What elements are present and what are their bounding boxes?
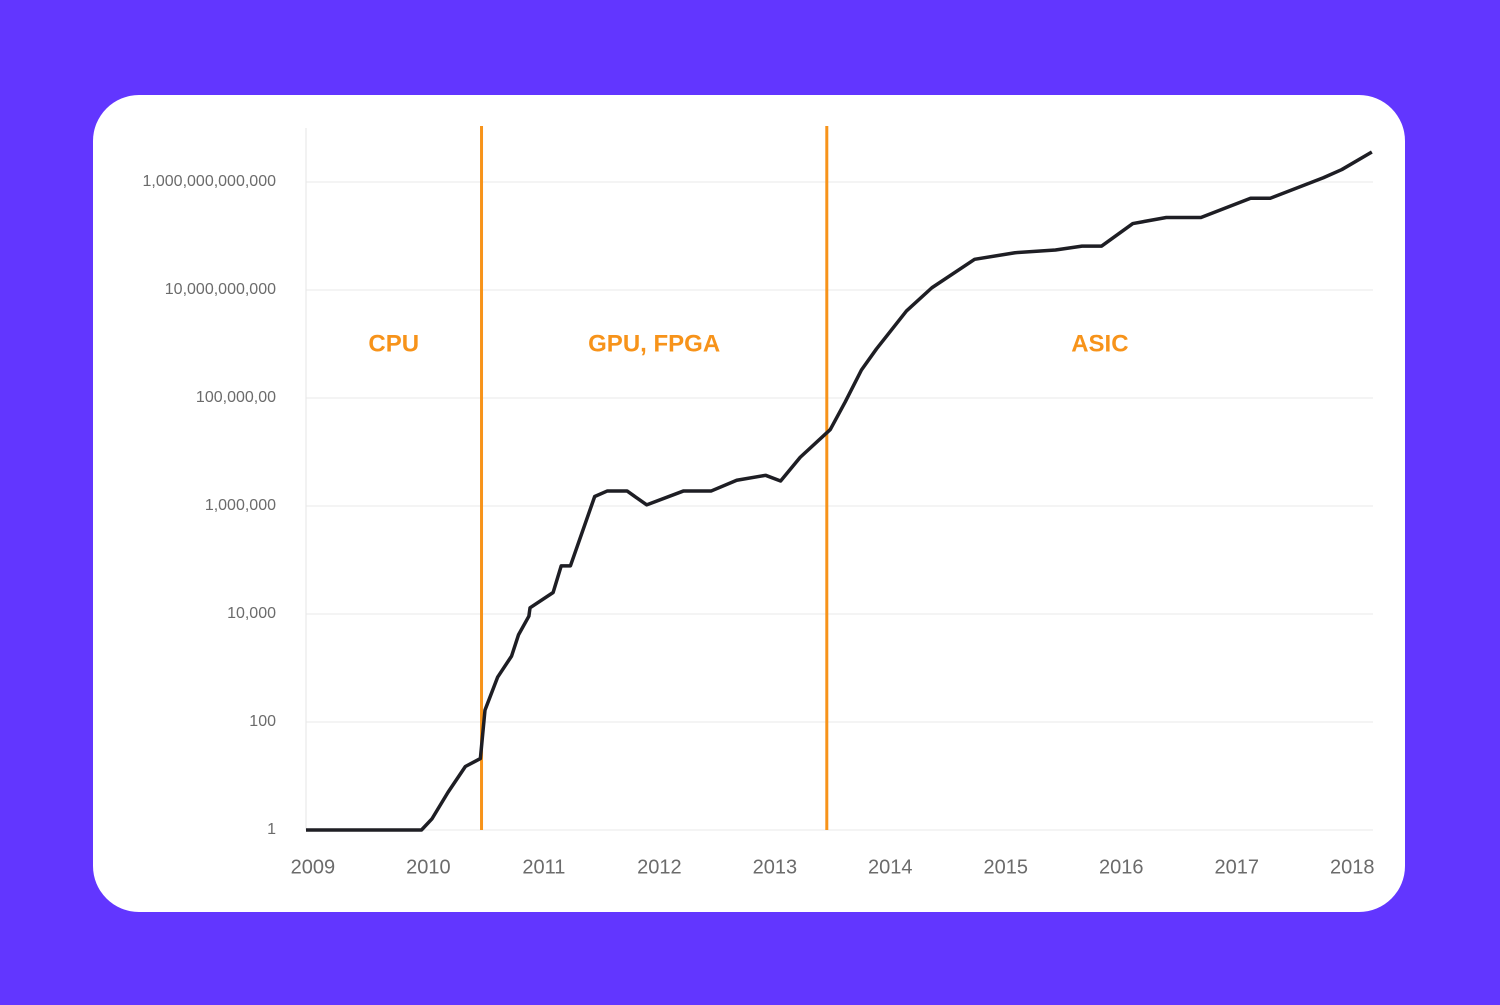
y-tick-label: 1,000,000,000,000 [143, 173, 277, 190]
region-label: CPU [368, 330, 419, 357]
y-tick-label: 1 [267, 821, 276, 838]
region-label: GPU, FPGA [588, 330, 720, 357]
x-tick-label: 2017 [1214, 856, 1259, 878]
x-tick-label: 2015 [984, 856, 1029, 878]
y-tick-label: 10,000,000,000 [165, 281, 276, 298]
x-tick-label: 2011 [522, 856, 565, 878]
chart-card [93, 95, 1405, 912]
x-tick-label: 2013 [753, 856, 798, 878]
x-tick-label: 2012 [637, 856, 682, 878]
data-line [306, 150, 1373, 832]
y-tick-label: 100 [249, 713, 276, 730]
x-tick-label: 2018 [1330, 856, 1375, 878]
x-tick-label: 2009 [291, 856, 336, 878]
x-tick-label: 2016 [1099, 856, 1144, 878]
x-tick-label: 2010 [406, 856, 451, 878]
x-tick-label: 2014 [868, 856, 913, 878]
y-tick-label: 1,000,000 [205, 497, 276, 514]
y-tick-label: 100,000,00 [196, 389, 276, 406]
y-tick-label: 10,000 [227, 605, 276, 622]
region-label: ASIC [1071, 330, 1128, 357]
